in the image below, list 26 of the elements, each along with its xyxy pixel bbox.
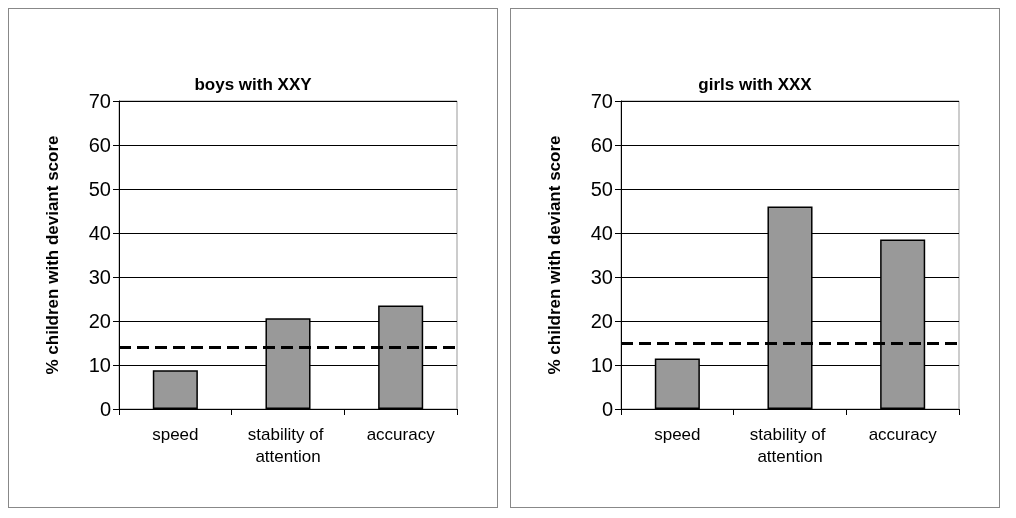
y-axis-title: % children with deviant score [545, 135, 564, 375]
y-tick-label: 60 [590, 134, 613, 156]
x-tick-label: accuracy [868, 424, 938, 444]
y-tick-label: 50 [88, 178, 111, 200]
y-tick-label: 40 [590, 222, 613, 244]
y-axis-title: % children with deviant score [43, 135, 62, 375]
y-tick-label: 30 [88, 266, 111, 288]
y-tick-label: 30 [590, 266, 613, 288]
y-tick-label: 10 [590, 354, 613, 376]
y-tick-label: 60 [88, 134, 111, 156]
x-tick-label: speed [654, 424, 701, 444]
y-tick-label: 0 [99, 398, 111, 420]
chart-title: boys with XXY [194, 75, 313, 94]
x-tick-label: stability of attention [247, 424, 329, 466]
y-tick-label: 0 [601, 398, 613, 420]
y-tick-label: 20 [590, 310, 613, 332]
x-tick-label: speed [152, 424, 199, 444]
chart-title: girls with XXX [698, 75, 813, 94]
y-tick-label: 70 [88, 90, 111, 112]
y-tick-label: 10 [88, 354, 111, 376]
x-tick-label: accuracy [366, 424, 436, 444]
y-tick-label: 50 [590, 178, 613, 200]
y-tick-label: 20 [88, 310, 111, 332]
y-tick-label: 70 [590, 90, 613, 112]
x-tick-label: stability of attention [749, 424, 831, 466]
y-tick-label: 40 [88, 222, 111, 244]
